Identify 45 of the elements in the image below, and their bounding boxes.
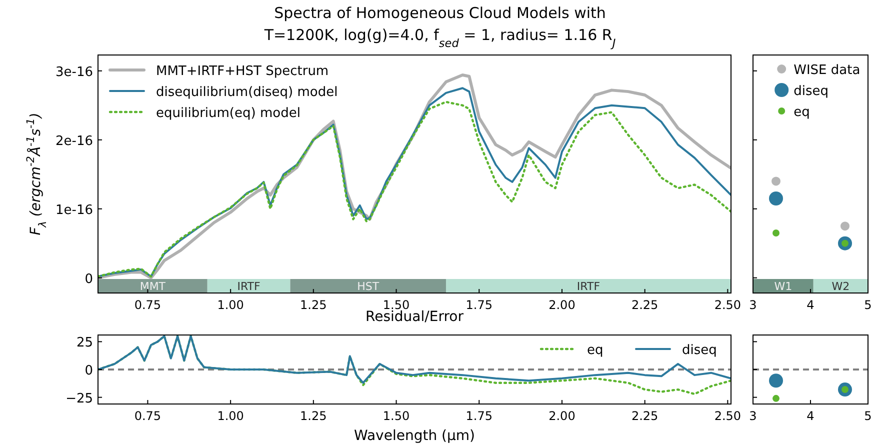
- x-tick-label: 5: [864, 298, 872, 312]
- x-tick-label: 1.75: [466, 298, 492, 312]
- y-tick-label: 3e-16: [55, 64, 93, 80]
- band-label: MMT: [140, 280, 166, 293]
- band-label: IRTF: [237, 280, 260, 293]
- x-tick-label: 4: [806, 409, 814, 423]
- x-tick-label: 2.00: [548, 409, 576, 423]
- x-tick-label: 4: [806, 298, 814, 312]
- x-tick-label: 2.50: [714, 409, 742, 423]
- x-tick-label: 1.25: [300, 298, 327, 312]
- legend-label: MMT+IRTF+HST Spectrum: [156, 64, 329, 79]
- x-tick-label: 2.00: [548, 298, 576, 312]
- x-axis-title: Wavelength (μm): [354, 428, 475, 444]
- legend-label: WISE data: [794, 63, 860, 78]
- y-tick-label: 1e-16: [55, 202, 93, 218]
- x-tick-label: 2.25: [631, 298, 658, 312]
- band-label: IRTF: [576, 280, 600, 293]
- x-tick-label: 0.75: [134, 298, 162, 312]
- x-tick-label: 0.75: [134, 409, 162, 423]
- x-tick-label: 2.50: [714, 298, 742, 312]
- band-label: HST: [357, 280, 380, 293]
- x-tick-label: 3: [749, 409, 757, 423]
- x-tick-label: 5: [864, 409, 872, 423]
- y-tick-label: 0: [84, 272, 93, 287]
- y-tick-label: 2e-16: [55, 134, 93, 149]
- band-label: W1: [774, 280, 792, 293]
- x-tick-label: 1.50: [382, 409, 410, 423]
- legend-label: diseq: [682, 343, 717, 358]
- legend-label: eq: [587, 343, 604, 358]
- band-label: W2: [832, 280, 850, 293]
- y-tick-label: 25: [76, 336, 93, 351]
- chart-title: Residual/Error: [366, 309, 464, 325]
- x-tick-label: 1.00: [217, 298, 244, 312]
- chart-title: Spectra of Homogeneous Cloud Models with T=1200K, log(g)=4.0, f$_{sed}$ = 1, radius= 1.16 R$_{J}$: [263, 4, 616, 50]
- x-tick-label: 2.25: [631, 409, 658, 423]
- y-tick-label: 0: [84, 364, 93, 378]
- legend-label: diseq: [794, 84, 828, 99]
- x-tick-label: 3: [749, 298, 757, 312]
- x-tick-label: 1.25: [300, 409, 327, 423]
- x-tick-label: 1.00: [217, 409, 244, 423]
- legend-label: disequilibrium(diseq) model: [156, 85, 338, 100]
- legend-label: equilibrium(eq) model: [156, 106, 300, 121]
- y-tick-label: −25: [66, 391, 93, 406]
- legend-label: eq: [794, 105, 810, 120]
- x-tick-label: 1.75: [466, 409, 492, 423]
